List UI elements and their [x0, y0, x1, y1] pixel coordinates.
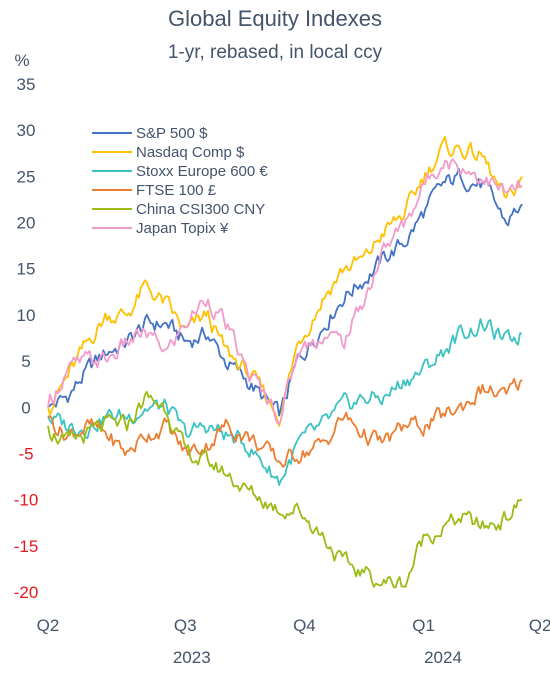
y-tick-label: -20: [14, 583, 39, 602]
y-tick-label: -5: [18, 444, 33, 463]
y-tick-label: 0: [21, 398, 30, 417]
x-tick-label: Q4: [293, 616, 316, 635]
legend-label: S&P 500 $: [136, 125, 208, 142]
x-year-label: 2024: [424, 648, 462, 667]
y-tick-label: 10: [17, 306, 36, 325]
y-tick-label: 25: [17, 167, 36, 186]
series-line: [47, 158, 523, 425]
x-tick-label: Q1: [412, 616, 435, 635]
legend-label: Stoxx Europe 600 €: [136, 163, 268, 180]
y-tick-label: 5: [21, 352, 30, 371]
y-tick-label: -15: [14, 537, 39, 556]
x-tick-label: Q3: [174, 616, 197, 635]
legend-label: FTSE 100 £: [136, 182, 217, 199]
chart-subtitle: 1-yr, rebased, in local ccy: [167, 42, 383, 63]
legend-label: Nasdaq Comp $: [136, 144, 245, 161]
legend-label: Japan Topix ¥: [136, 220, 229, 237]
legend-label: China CSI300 CNY: [136, 201, 265, 218]
series-line: [47, 390, 523, 589]
y-axis-unit: %: [14, 51, 29, 70]
x-tick-label: Q2: [529, 616, 550, 635]
y-tick-label: 35: [17, 75, 36, 94]
y-tick-label: -10: [14, 491, 39, 510]
chart-title: Global Equity Indexes: [167, 6, 383, 31]
x-year-label: 2023: [173, 648, 211, 667]
x-tick-label: Q2: [37, 616, 60, 635]
series-line: [47, 377, 523, 468]
y-tick-label: 20: [17, 214, 36, 233]
y-tick-label: 30: [17, 121, 36, 140]
series-line: [47, 318, 522, 486]
series-line: [47, 168, 523, 417]
y-tick-label: 15: [17, 260, 36, 279]
